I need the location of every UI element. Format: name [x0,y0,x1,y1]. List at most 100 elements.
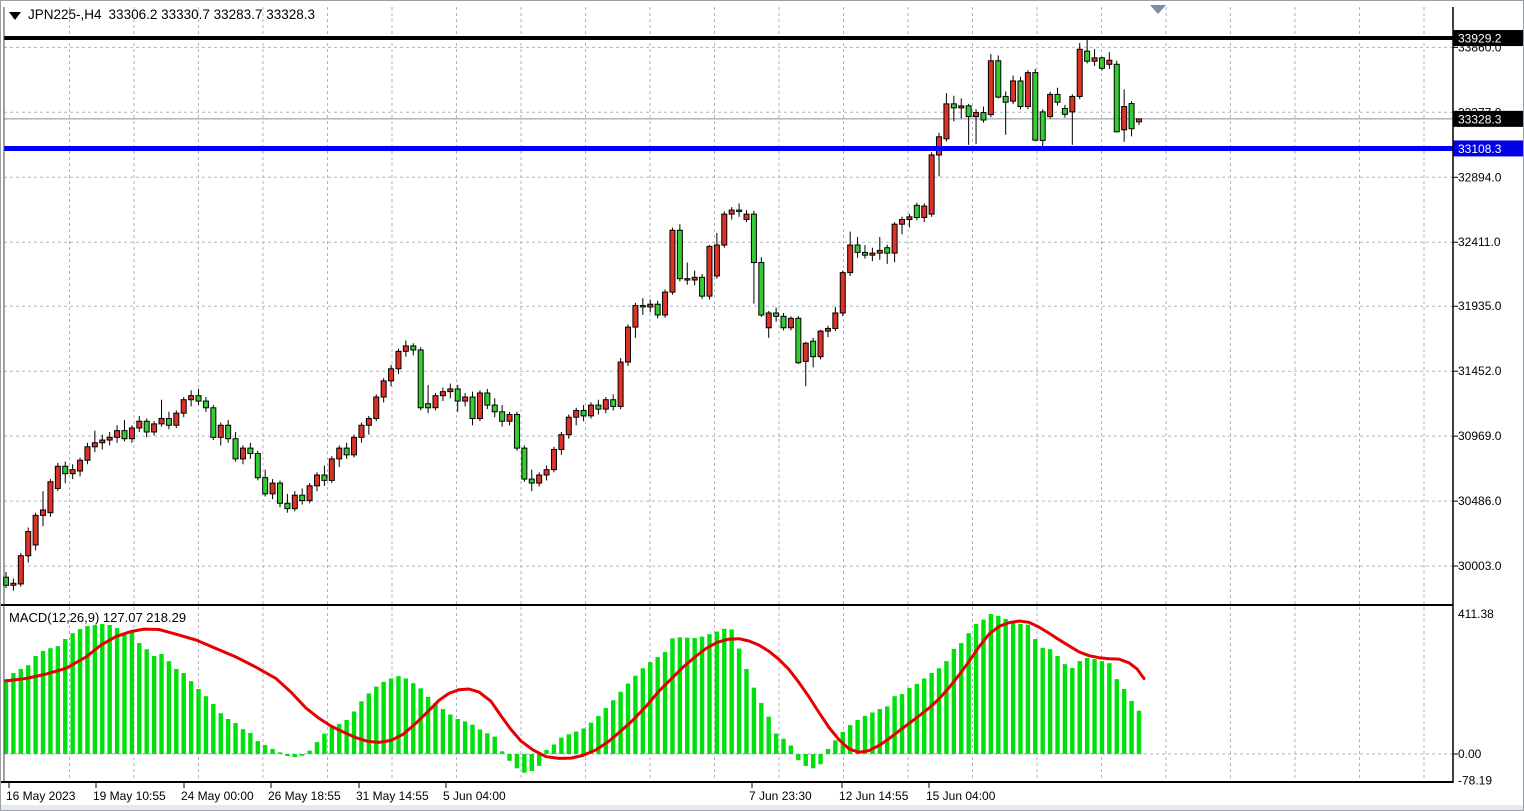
price-axis-label: 31935.0 [1458,299,1502,313]
macd-bar [1033,639,1038,755]
bull-candle [1069,95,1076,113]
macd-bar [744,668,749,755]
bull-candle [832,312,839,329]
macd-indicator-label: MACD(12,26,9) 127.07 218.29 [9,610,187,625]
bear-candle [810,340,817,358]
bull-candle [77,459,84,472]
bear-candle [610,399,617,407]
price-axis-label: 30486.0 [1458,494,1502,508]
macd-bar [1062,664,1068,755]
macd-bar [492,736,497,755]
bull-candle [69,469,76,475]
bull-candle [173,412,180,426]
macd-bar [751,687,757,755]
bear-candle [773,312,780,317]
macd-bar [144,649,149,755]
bull-candle [662,291,669,316]
bear-candle [654,303,661,316]
bull-candle [180,399,187,414]
bull-candle [40,509,47,516]
bull-candle [691,276,698,281]
bear-candle [425,403,432,409]
time-axis-label: 12 Jun 14:55 [839,789,909,803]
price-label-box-text: 33328.3 [1458,112,1502,126]
panel-separator[interactable] [1,604,1453,606]
bull-candle [10,582,17,586]
bull-candle [269,482,276,495]
macd-signal-line [4,619,1146,760]
macd-bar [522,754,527,773]
bull-candle [1106,59,1113,65]
last-bar-marker-icon[interactable] [1150,5,1166,14]
bear-candle [202,400,209,409]
bear-candle [262,477,269,495]
bull-candle [632,305,639,328]
macd-bar [174,668,179,755]
macd-bar [40,650,46,755]
macd-axis-label: 0.00 [1458,747,1482,761]
macd-bar [159,653,164,755]
macd-bar [707,634,712,755]
macd-bar [618,691,623,755]
bull-candle [943,103,950,140]
macd-bar [300,754,305,756]
macd-bar [559,737,564,755]
macd-bar [3,679,9,755]
bull-candle [602,399,609,410]
bull-candle [373,396,380,420]
bull-candle [899,218,906,225]
bear-candle [1098,57,1105,69]
macd-bar [884,706,890,755]
bull-candle [395,350,402,370]
macd-bar [470,724,475,755]
bull-candle [380,380,387,398]
bull-candle [721,213,728,246]
macd-bar [685,637,690,755]
macd-bar [899,694,905,755]
macd-bar [329,727,335,755]
bull-candle [99,439,106,444]
bull-candle [506,414,513,422]
price-label-box [1453,30,1523,47]
bull-candle [625,326,632,363]
bear-candle [484,392,491,406]
price-label-box-text: 33108.3 [1458,142,1502,156]
bear-candle [143,420,150,433]
macd-bar [92,625,98,755]
macd-bar [11,673,16,755]
bear-candle [1054,93,1061,103]
bull-candle [817,330,824,358]
bear-candle [343,447,350,456]
bull-candle [936,136,943,156]
macd-bar [137,643,142,755]
bull-candle [550,448,557,471]
price-axis-label: 32411.0 [1458,235,1501,249]
macd-bar [1084,658,1090,755]
time-axis-label: 15 Jun 04:00 [926,789,996,803]
bear-candle [639,305,646,308]
bear-candle [795,317,802,364]
bull-candle [973,112,980,118]
bear-candle [491,404,498,413]
macd-bar [788,745,794,755]
macd-bar [959,643,964,755]
symbol-timeframe-label: JPN225-,H4 [28,7,102,22]
bear-candle [750,213,757,264]
macd-bar [270,748,275,755]
horizontal-gridlines [4,46,1453,567]
bull-candle [565,416,572,436]
bull-candle [706,245,713,297]
bull-candle [713,244,720,277]
symbol-dropdown-icon[interactable] [9,11,21,20]
macd-bar [307,750,312,755]
macd-bar [655,657,660,755]
bull-candle [91,442,98,448]
macd-bar [988,614,994,755]
macd-bar [77,629,83,755]
bull-candle [388,368,395,382]
macd-bar [662,651,668,755]
macd-bar [818,754,823,765]
macd-bar [566,734,571,755]
macd-axis-label: -78.19 [1458,774,1492,788]
